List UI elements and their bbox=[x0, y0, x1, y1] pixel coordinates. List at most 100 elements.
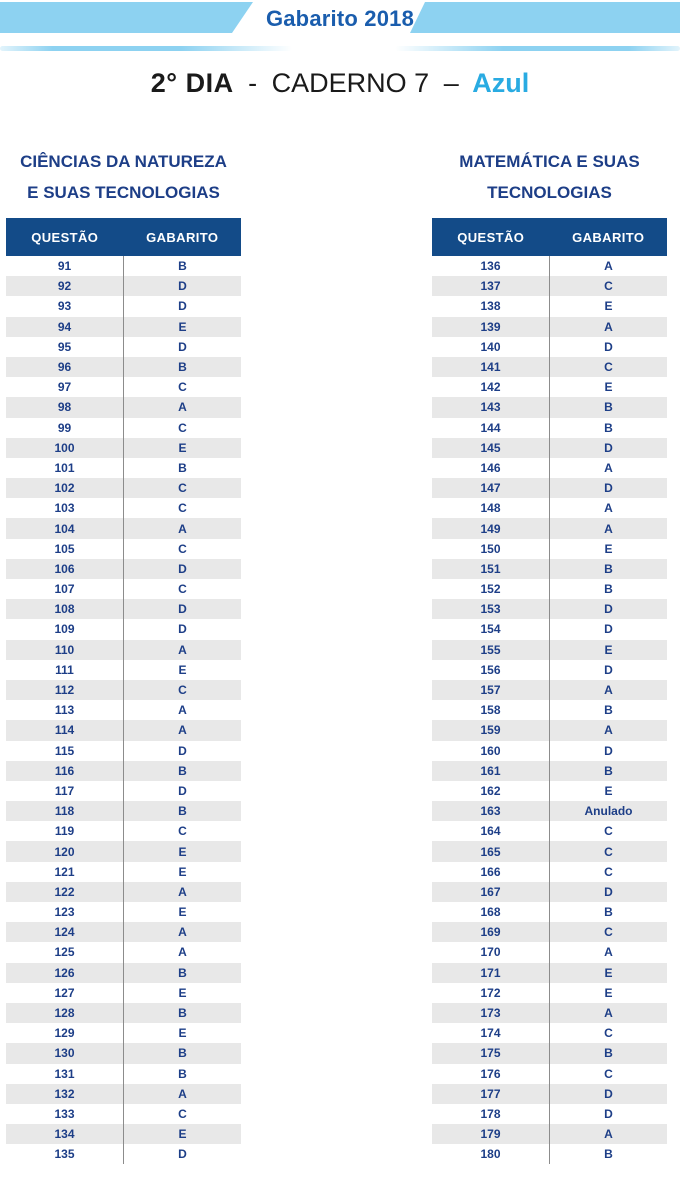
table-row: 137 C bbox=[432, 276, 667, 297]
question-number: 177 bbox=[432, 1083, 550, 1104]
answer-letter: D bbox=[604, 622, 613, 637]
table-row: 94 E bbox=[6, 316, 241, 337]
question-number: 99 bbox=[6, 417, 124, 438]
table-row: 127 E bbox=[6, 982, 241, 1003]
answer-letter: C bbox=[178, 582, 187, 597]
table-row: 162 E bbox=[432, 780, 667, 802]
question-number: 161 bbox=[432, 760, 550, 781]
table-row: 151 B bbox=[432, 558, 667, 579]
table-row: 99 C bbox=[6, 417, 241, 438]
question-number: 135 bbox=[6, 1144, 124, 1165]
question-number: 101 bbox=[6, 457, 124, 479]
question-number: 153 bbox=[432, 599, 550, 620]
question-number: 114 bbox=[6, 720, 124, 741]
question-number: 126 bbox=[6, 962, 124, 983]
table-row: 101 B bbox=[6, 457, 241, 479]
table-row: 126 B bbox=[6, 962, 241, 983]
question-number: 141 bbox=[432, 356, 550, 378]
table-row: 93 D bbox=[6, 296, 241, 317]
answer-letter: A bbox=[604, 501, 613, 516]
answer-letter: B bbox=[178, 763, 187, 778]
question-number: 111 bbox=[6, 659, 124, 680]
table-row: 114 A bbox=[6, 720, 241, 741]
question-number: 148 bbox=[432, 498, 550, 519]
answer-letter: B bbox=[178, 460, 187, 475]
answer-letter: C bbox=[178, 380, 187, 395]
table-row: 152 B bbox=[432, 579, 667, 600]
question-number: 144 bbox=[432, 417, 550, 438]
question-number: 120 bbox=[6, 841, 124, 862]
answer-letter: B bbox=[604, 703, 613, 718]
table-row: 161 B bbox=[432, 760, 667, 781]
column-header-questao: QUESTÃO bbox=[432, 218, 550, 256]
table-row: 117 D bbox=[6, 780, 241, 802]
table-row: 107 C bbox=[6, 579, 241, 600]
answer-letter: B bbox=[178, 259, 187, 274]
question-number: 123 bbox=[6, 902, 124, 923]
table-row: 109 D bbox=[6, 619, 241, 640]
answer-letter: C bbox=[178, 501, 187, 516]
table-row: 156 D bbox=[432, 659, 667, 680]
table-row: 168 B bbox=[432, 902, 667, 923]
table-row: 128 B bbox=[6, 1002, 241, 1024]
table-row: 91 B bbox=[6, 256, 241, 277]
table-row: 130 B bbox=[6, 1043, 241, 1064]
table-row: 110 A bbox=[6, 639, 241, 660]
question-number: 108 bbox=[6, 599, 124, 620]
table-row: 104 A bbox=[6, 518, 241, 539]
answer-letter: B bbox=[604, 582, 613, 597]
banner-title: Gabarito 2018 bbox=[265, 6, 415, 31]
table-row: 139 A bbox=[432, 316, 667, 337]
table-header: QUESTÃO GABARITO bbox=[6, 218, 241, 256]
question-number: 168 bbox=[432, 902, 550, 923]
table-row: 145 D bbox=[432, 437, 667, 458]
question-number: 119 bbox=[6, 821, 124, 842]
answer-letter: D bbox=[178, 339, 187, 354]
answer-letter: E bbox=[178, 1026, 187, 1041]
question-number: 169 bbox=[432, 922, 550, 943]
table-row: 102 C bbox=[6, 478, 241, 499]
table-row: 108 D bbox=[6, 599, 241, 620]
question-number: 174 bbox=[432, 1023, 550, 1044]
table-row: 120 E bbox=[6, 841, 241, 862]
table-row: 173 A bbox=[432, 1002, 667, 1024]
title-caderno: CADERNO 7 bbox=[271, 68, 430, 98]
answer-letter: E bbox=[604, 299, 613, 314]
question-number: 167 bbox=[432, 881, 550, 902]
table-row: 97 C bbox=[6, 377, 241, 398]
question-number: 160 bbox=[432, 740, 550, 761]
table-row: 115 D bbox=[6, 740, 241, 761]
question-number: 136 bbox=[432, 256, 550, 277]
answers-table-ciencias: QUESTÃO GABARITO 91 B 92 D 93 D 94 E 95 D 96 B 97 C 98… bbox=[6, 218, 241, 1165]
question-number: 155 bbox=[432, 639, 550, 660]
question-number: 163 bbox=[432, 801, 550, 822]
answer-letter: A bbox=[178, 1086, 187, 1101]
question-number: 91 bbox=[6, 256, 124, 277]
answer-letter: C bbox=[178, 1106, 187, 1121]
table-row: 95 D bbox=[6, 336, 241, 357]
banner-stripe-left bbox=[0, 46, 292, 51]
question-number: 109 bbox=[6, 619, 124, 640]
question-number: 98 bbox=[6, 397, 124, 418]
table-row: 141 C bbox=[432, 356, 667, 378]
answer-letter: E bbox=[604, 541, 613, 556]
table-row: 136 A bbox=[432, 256, 667, 277]
table-row: 98 A bbox=[6, 397, 241, 418]
answer-letter: C bbox=[178, 541, 187, 556]
answer-letter: B bbox=[604, 420, 613, 435]
question-number: 115 bbox=[6, 740, 124, 761]
question-number: 151 bbox=[432, 558, 550, 579]
column-header-gabarito: GABARITO bbox=[549, 218, 667, 256]
table-row: 170 A bbox=[432, 942, 667, 963]
question-number: 100 bbox=[6, 437, 124, 458]
question-number: 143 bbox=[432, 397, 550, 418]
answer-letter: E bbox=[178, 864, 187, 879]
table-row: 174 C bbox=[432, 1023, 667, 1044]
table-header: QUESTÃO GABARITO bbox=[432, 218, 667, 256]
answer-letter: B bbox=[604, 763, 613, 778]
question-number: 157 bbox=[432, 679, 550, 701]
question-number: 171 bbox=[432, 962, 550, 983]
title-separator-1: - bbox=[248, 68, 258, 98]
answer-letter: B bbox=[178, 1046, 187, 1061]
table-row: 131 B bbox=[6, 1063, 241, 1084]
